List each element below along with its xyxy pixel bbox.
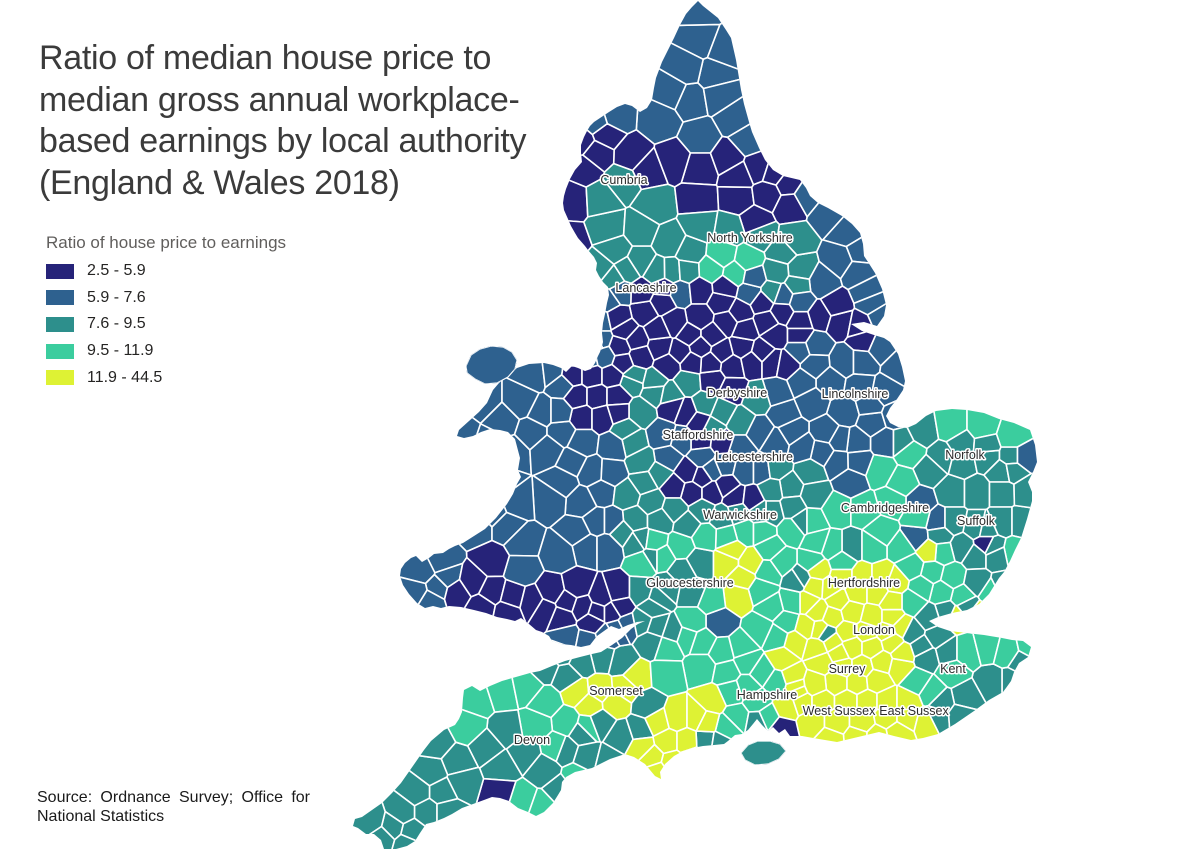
svg-text:Surrey: Surrey [829, 662, 867, 676]
svg-text:West Sussex: West Sussex [803, 704, 876, 718]
svg-text:Lincolnshire: Lincolnshire [822, 387, 889, 401]
svg-text:Warwickshire: Warwickshire [703, 508, 777, 522]
svg-text:Cambridgeshire: Cambridgeshire [841, 501, 929, 515]
svg-text:Hampshire: Hampshire [737, 688, 797, 702]
svg-text:North Yorkshire: North Yorkshire [707, 231, 793, 245]
svg-text:Devon: Devon [514, 733, 550, 747]
svg-text:Somerset: Somerset [589, 684, 643, 698]
svg-text:Leicestershire: Leicestershire [715, 450, 793, 464]
svg-text:Kent: Kent [940, 662, 966, 676]
svg-text:Hertfordshire: Hertfordshire [828, 576, 900, 590]
svg-text:Cumbria: Cumbria [600, 173, 647, 187]
svg-text:Staffordshire: Staffordshire [663, 428, 734, 442]
svg-text:Lancashire: Lancashire [615, 281, 676, 295]
svg-text:Derbyshire: Derbyshire [707, 386, 767, 400]
svg-text:Norfolk: Norfolk [945, 448, 985, 462]
svg-text:Suffolk: Suffolk [957, 514, 996, 528]
svg-text:London: London [853, 623, 895, 637]
svg-text:East Sussex: East Sussex [879, 704, 949, 718]
svg-text:Gloucestershire: Gloucestershire [646, 576, 734, 590]
